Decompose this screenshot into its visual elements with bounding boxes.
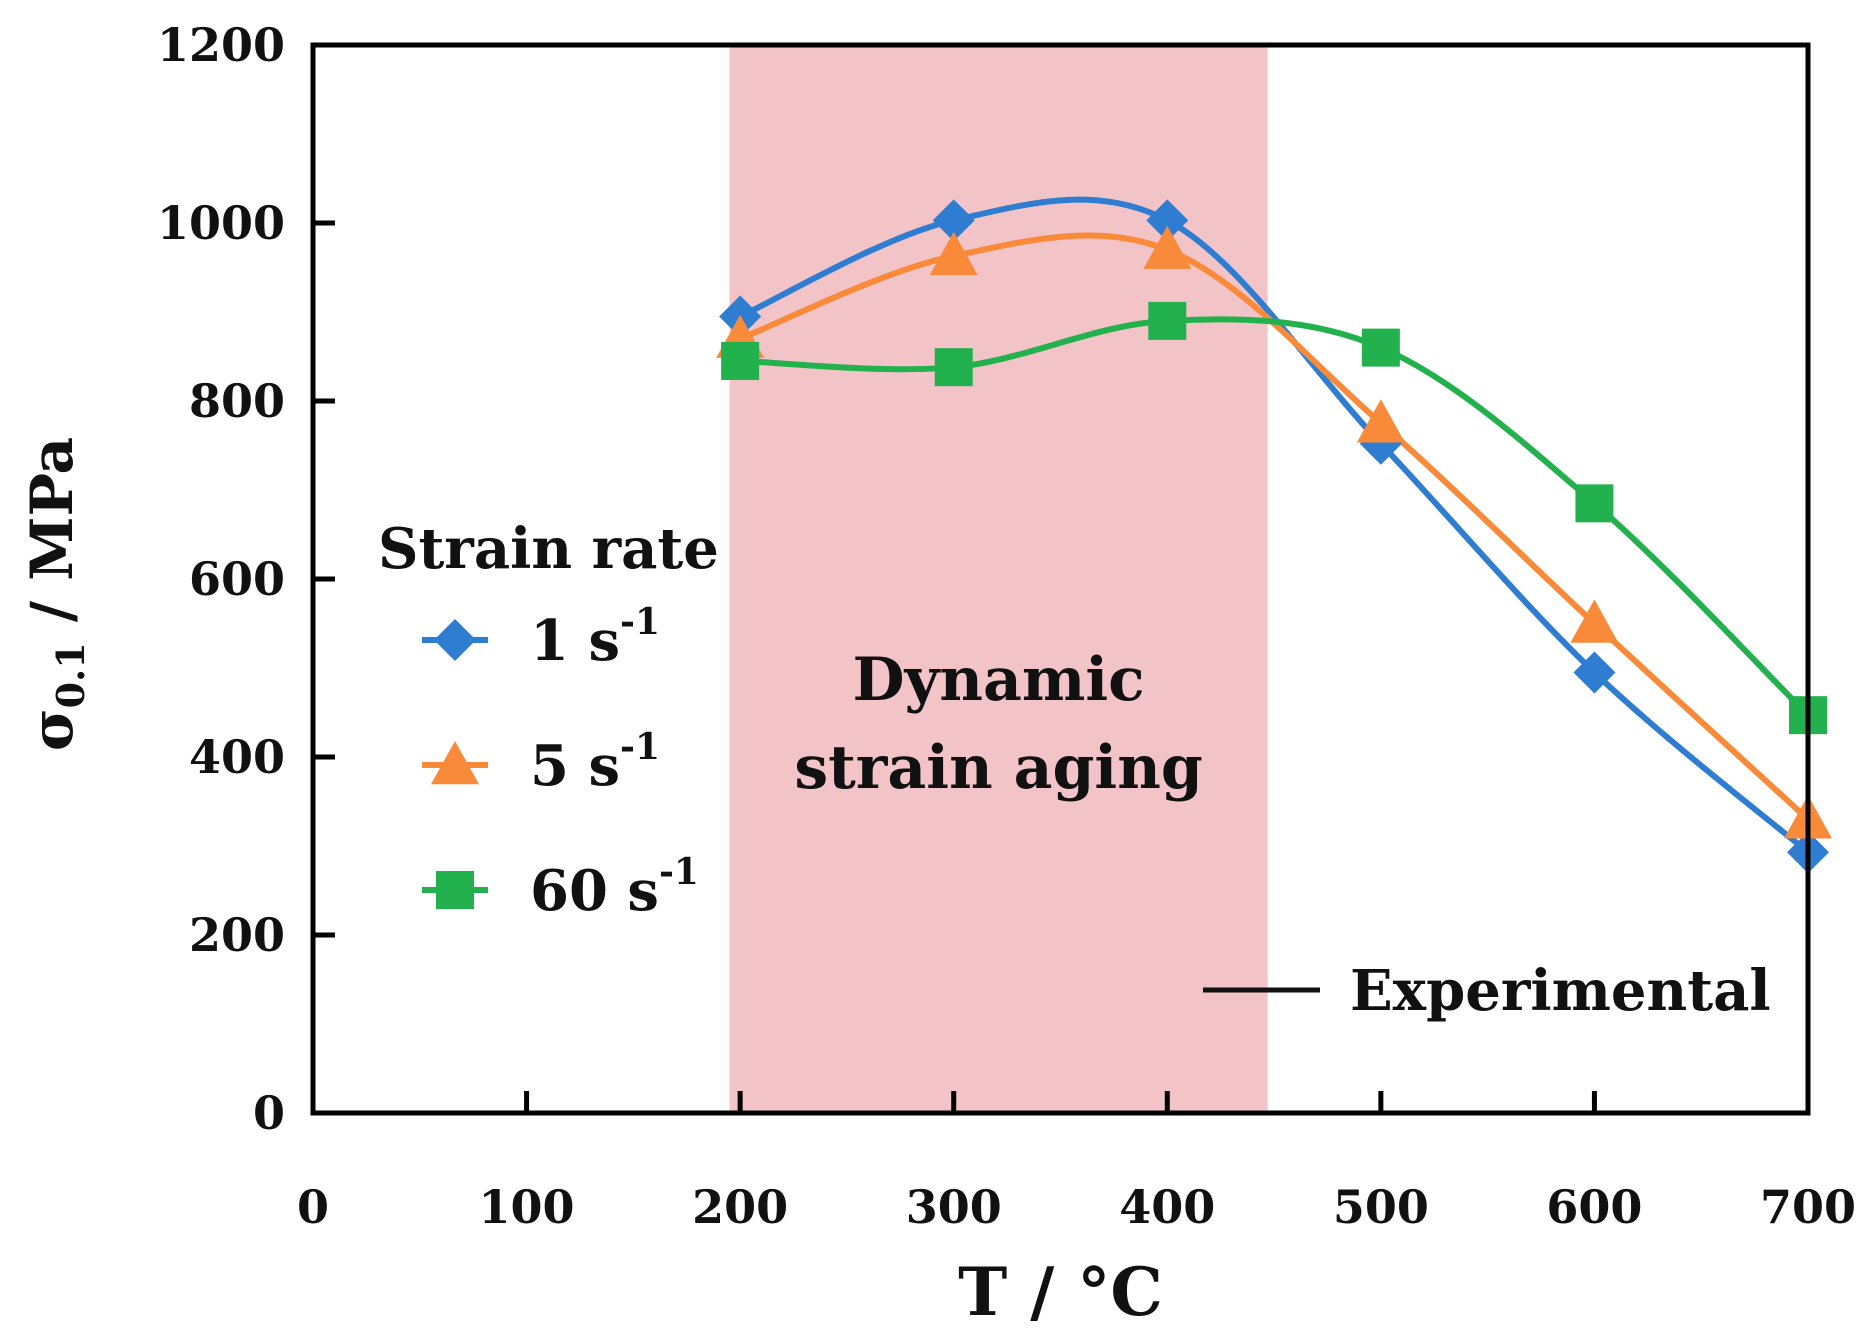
data-point-triangle bbox=[1356, 399, 1405, 443]
legend-label-sup: -1 bbox=[659, 851, 699, 893]
axis-ticks: 0 100 200 300 400 500 600 700 0 200 400 600 800 1000 1… bbox=[157, 18, 1856, 1234]
y-axis-subscript: 0.1 bbox=[48, 642, 93, 708]
y-tick-label: 200 bbox=[189, 908, 285, 962]
legend-label-main: 5 s bbox=[530, 733, 620, 799]
y-axis-symbol: σ bbox=[18, 708, 86, 751]
legend-label-sup: -1 bbox=[620, 601, 660, 643]
data-point-square bbox=[1361, 328, 1400, 367]
dsa-label-line2: strain aging bbox=[794, 733, 1203, 803]
x-tick-label: 200 bbox=[692, 1180, 788, 1234]
series-markers bbox=[716, 199, 1832, 874]
x-tick-label: 600 bbox=[1546, 1180, 1642, 1234]
data-point-diamond bbox=[932, 199, 975, 242]
y-tick-label: 0 bbox=[253, 1086, 285, 1140]
legend-label-sup: -1 bbox=[620, 726, 660, 768]
y-tick-label: 800 bbox=[189, 374, 285, 428]
y-tick-label: 400 bbox=[189, 730, 285, 784]
legend-label: 1 s-1 bbox=[530, 601, 660, 674]
x-tick-label: 500 bbox=[1333, 1180, 1429, 1234]
data-point-square bbox=[1575, 484, 1614, 523]
legend-label-main: 1 s bbox=[530, 608, 620, 674]
x-tick-label: 100 bbox=[479, 1180, 575, 1234]
data-point-square bbox=[934, 348, 973, 387]
y-tick-label: 600 bbox=[189, 552, 285, 606]
legend-label: 5 s-1 bbox=[530, 726, 660, 799]
shade-layer bbox=[729, 45, 1268, 1113]
y-axis-title: σ0.1 / MPa bbox=[18, 437, 93, 751]
y-axis-unit: / MPa bbox=[18, 437, 86, 642]
legend-label-main: 60 s bbox=[530, 858, 659, 924]
legend: 1 s-15 s-160 s-1 bbox=[422, 601, 699, 924]
data-point-diamond bbox=[1146, 199, 1189, 242]
series-line-triangle bbox=[739, 232, 1811, 822]
legend-swatch-diamond bbox=[434, 619, 476, 661]
x-tick-label: 0 bbox=[297, 1180, 329, 1234]
legend-swatch-triangle bbox=[431, 741, 479, 785]
dynamic-strain-aging-region bbox=[729, 45, 1268, 1113]
legend-swatch-square bbox=[436, 871, 474, 909]
legend-label: 60 s-1 bbox=[530, 851, 699, 924]
dsa-label-line1: Dynamic bbox=[852, 645, 1144, 715]
x-axis-title: T / °C bbox=[958, 1253, 1163, 1328]
legend-title: Strain rate bbox=[378, 516, 719, 582]
experimental-legend-label: Experimental bbox=[1350, 958, 1771, 1024]
data-point-square bbox=[1148, 301, 1187, 340]
data-point-triangle bbox=[1570, 599, 1619, 643]
data-point-triangle bbox=[1143, 225, 1192, 269]
x-tick-label: 300 bbox=[906, 1180, 1002, 1234]
data-point-diamond bbox=[1573, 651, 1616, 694]
x-tick-label: 700 bbox=[1760, 1180, 1856, 1234]
y-tick-label: 1000 bbox=[157, 196, 285, 250]
data-point-triangle bbox=[929, 231, 978, 276]
y-tick-label: 1200 bbox=[157, 18, 285, 72]
data-point-square bbox=[721, 341, 760, 380]
x-tick-label: 400 bbox=[1119, 1180, 1215, 1234]
